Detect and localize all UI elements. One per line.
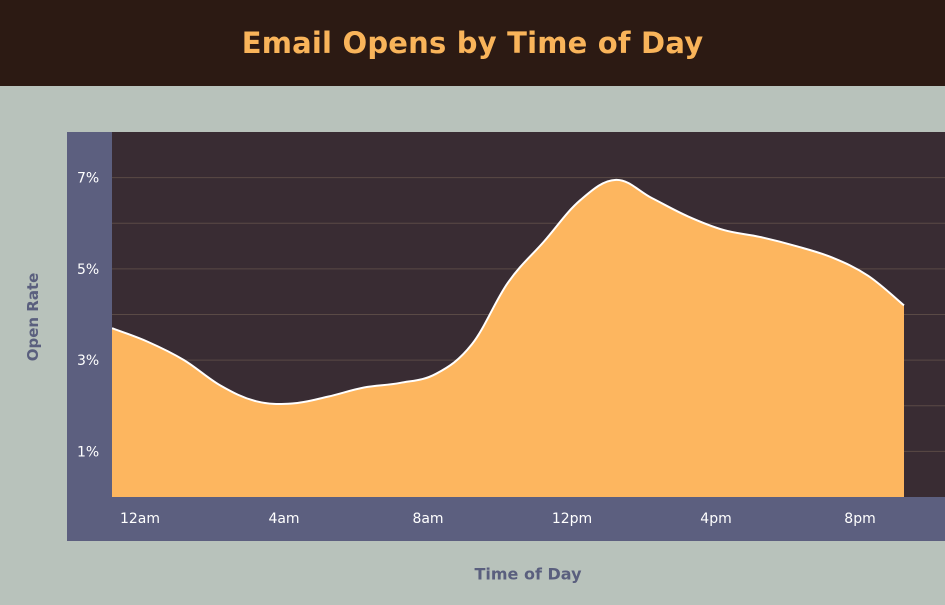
chart-title: Email Opens by Time of Day bbox=[241, 26, 704, 60]
area-series bbox=[112, 178, 905, 497]
x-tick-label: 4am bbox=[268, 511, 299, 527]
x-tick-label: 8pm bbox=[844, 511, 875, 527]
y-tick-label: 3% bbox=[77, 353, 99, 369]
y-tick-label: 5% bbox=[77, 262, 99, 278]
area-fill bbox=[112, 179, 904, 497]
y-tick-label: 1% bbox=[77, 444, 99, 460]
x-tick-label: 4pm bbox=[700, 511, 731, 527]
x-tick-label: 12am bbox=[120, 511, 160, 527]
y-axis-title: Open Rate bbox=[24, 272, 42, 362]
y-axis-ticks: 1% 3% 5% 7% bbox=[77, 171, 99, 461]
x-axis-title: Time of Day bbox=[474, 564, 582, 584]
area-line bbox=[112, 178, 905, 405]
x-tick-label: 12pm bbox=[552, 511, 592, 527]
x-axis-ticks: 12am 4am 8am 12pm 4pm 8pm bbox=[120, 511, 876, 527]
chart-header: Email Opens by Time of Day bbox=[0, 0, 945, 86]
x-tick-label: 8am bbox=[412, 511, 443, 527]
y-tick-label: 7% bbox=[77, 171, 99, 187]
